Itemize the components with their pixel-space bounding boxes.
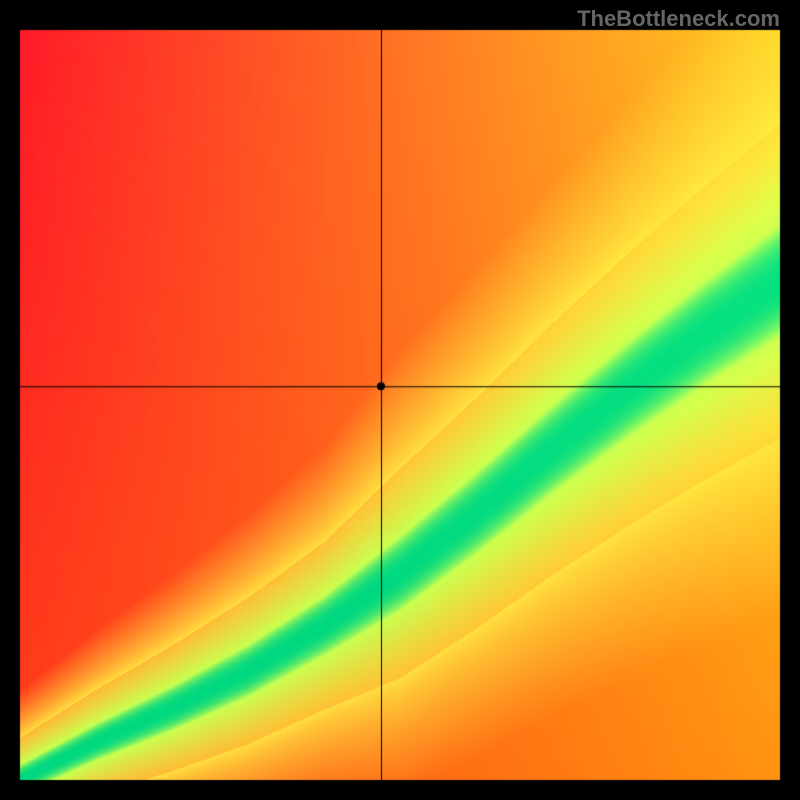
bottleneck-heatmap — [0, 0, 800, 800]
chart-container: TheBottleneck.com — [0, 0, 800, 800]
watermark-text: TheBottleneck.com — [577, 6, 780, 32]
